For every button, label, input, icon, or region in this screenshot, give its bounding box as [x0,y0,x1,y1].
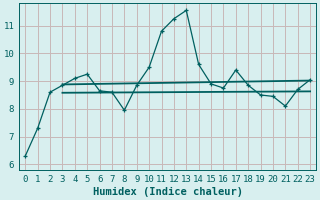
X-axis label: Humidex (Indice chaleur): Humidex (Indice chaleur) [93,186,243,197]
